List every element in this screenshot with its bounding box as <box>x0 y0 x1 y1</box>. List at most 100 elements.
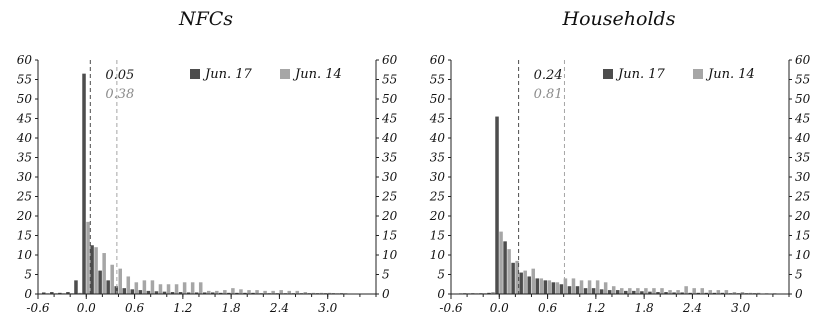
bar-jun-14-27 <box>676 290 680 294</box>
bar-jun-17-21 <box>624 290 628 294</box>
y-tick-label-right-1: 5 <box>795 268 803 282</box>
y-tick-label-right-6: 30 <box>795 170 811 184</box>
x-tick-label-4: 1.8 <box>635 301 654 315</box>
y-tick-label-right-3: 15 <box>795 229 810 243</box>
bar-jun-14-21 <box>628 288 632 294</box>
bar-jun-17-24 <box>235 292 239 294</box>
bar-jun-14-33 <box>724 290 729 294</box>
bar-jun-14-29 <box>279 290 283 294</box>
bar-jun-14-19 <box>611 286 616 294</box>
bar-jun-14-25 <box>247 290 251 294</box>
x-tick-label-5: 2.4 <box>682 301 702 315</box>
bar-jun-14-4 <box>491 292 495 294</box>
bar-jun-17-13 <box>559 284 564 294</box>
bar-jun-17-7 <box>511 262 515 294</box>
bar-jun-17-11 <box>543 280 548 294</box>
bar-jun-14-23 <box>231 288 235 294</box>
y-tick-label-left-4: 20 <box>16 209 33 223</box>
bar-jun-14-35 <box>740 292 745 294</box>
bar-jun-14-28 <box>684 286 688 294</box>
bar-jun-17-12 <box>551 282 556 294</box>
bar-jun-17-7 <box>98 270 102 294</box>
y-tick-label-left-7: 35 <box>17 151 32 165</box>
bar-jun-14-10 <box>539 278 544 294</box>
y-tick-label-right-8: 40 <box>794 131 811 145</box>
bar-jun-14-20 <box>207 290 211 294</box>
y-tick-label-left-8: 40 <box>16 131 33 145</box>
bar-jun-14-26 <box>668 290 672 294</box>
bar-jun-17-14 <box>154 291 159 294</box>
bar-jun-14-25 <box>660 288 664 294</box>
median-label-0: 0.24 <box>534 68 563 83</box>
bar-jun-17-15 <box>575 286 580 294</box>
chart-title: NFCs <box>178 8 234 30</box>
bar-jun-14-34 <box>319 292 324 294</box>
bar-jun-14-31 <box>295 290 300 294</box>
bar-jun-14-17 <box>595 280 600 294</box>
bar-jun-14-18 <box>603 282 608 294</box>
bar-jun-14-9 <box>118 268 122 294</box>
bar-jun-14-30 <box>287 290 291 294</box>
y-tick-label-left-12: 60 <box>17 53 33 67</box>
y-tick-label-right-2: 10 <box>795 248 811 262</box>
y-tick-label-right-2: 10 <box>382 248 398 262</box>
bar-jun-14-16 <box>587 280 592 294</box>
bar-jun-17-26 <box>664 292 668 294</box>
y-tick-label-right-7: 35 <box>795 151 810 165</box>
legend-swatch-0 <box>603 69 613 79</box>
y-tick-label-left-6: 30 <box>430 170 446 184</box>
y-tick-label-right-9: 45 <box>381 112 397 126</box>
y-tick-label-left-5: 25 <box>16 190 32 204</box>
bar-jun-17-33 <box>720 292 725 294</box>
legend-label-1: Jun. 14 <box>292 67 342 82</box>
legend-label-0: Jun. 17 <box>615 67 665 82</box>
bar-jun-17-6 <box>90 245 94 294</box>
bar-jun-17-6 <box>503 241 507 294</box>
x-tick-label-6: 3.0 <box>318 301 337 315</box>
bar-jun-14-14 <box>158 284 163 294</box>
bar-jun-14-13 <box>150 280 155 294</box>
y-tick-label-right-0: 0 <box>795 287 803 301</box>
legend-swatch-1 <box>280 69 290 79</box>
x-tick-label-4: 1.8 <box>222 301 241 315</box>
bar-jun-14-24 <box>239 289 243 294</box>
bar-jun-17-23 <box>640 291 644 294</box>
x-tick-label-0: -0.6 <box>26 301 50 315</box>
y-tick-label-left-8: 40 <box>429 131 446 145</box>
bar-jun-14-33 <box>311 292 316 294</box>
x-tick-label-3: 1.2 <box>586 301 605 315</box>
y-tick-label-left-7: 35 <box>430 151 445 165</box>
bar-jun-14-11 <box>547 280 552 294</box>
bar-jun-17-1 <box>50 292 54 294</box>
bar-jun-17-8 <box>519 272 523 294</box>
bar-jun-14-21 <box>215 290 219 294</box>
bar-jun-17-31 <box>704 292 709 294</box>
y-tick-label-left-0: 0 <box>437 287 445 301</box>
legend-swatch-1 <box>693 69 703 79</box>
bar-jun-14-15 <box>579 280 584 294</box>
bar-jun-14-20 <box>620 288 624 294</box>
y-tick-label-right-12: 60 <box>795 53 811 67</box>
x-tick-label-1: 0.0 <box>77 301 96 315</box>
y-tick-label-left-2: 10 <box>430 248 446 262</box>
y-tick-label-left-1: 5 <box>24 268 32 282</box>
y-tick-label-left-10: 50 <box>430 92 446 106</box>
bar-jun-14-6 <box>94 247 98 294</box>
bar-jun-14-7 <box>515 260 519 294</box>
bar-jun-17-8 <box>106 280 110 294</box>
bar-jun-14-6 <box>507 249 511 294</box>
bar-jun-17-20 <box>202 292 207 294</box>
x-tick-label-0: -0.6 <box>439 301 463 315</box>
y-tick-label-right-0: 0 <box>382 287 390 301</box>
bar-jun-17-29 <box>688 292 692 294</box>
bar-jun-17-0 <box>42 292 46 294</box>
x-tick-label-6: 3.0 <box>731 301 750 315</box>
bar-jun-14-24 <box>652 288 656 294</box>
y-tick-label-right-3: 15 <box>382 229 397 243</box>
y-tick-label-left-2: 10 <box>17 248 33 262</box>
y-tick-label-right-8: 40 <box>381 131 398 145</box>
bar-jun-17-15 <box>162 291 167 294</box>
bar-jun-17-18 <box>599 289 604 294</box>
